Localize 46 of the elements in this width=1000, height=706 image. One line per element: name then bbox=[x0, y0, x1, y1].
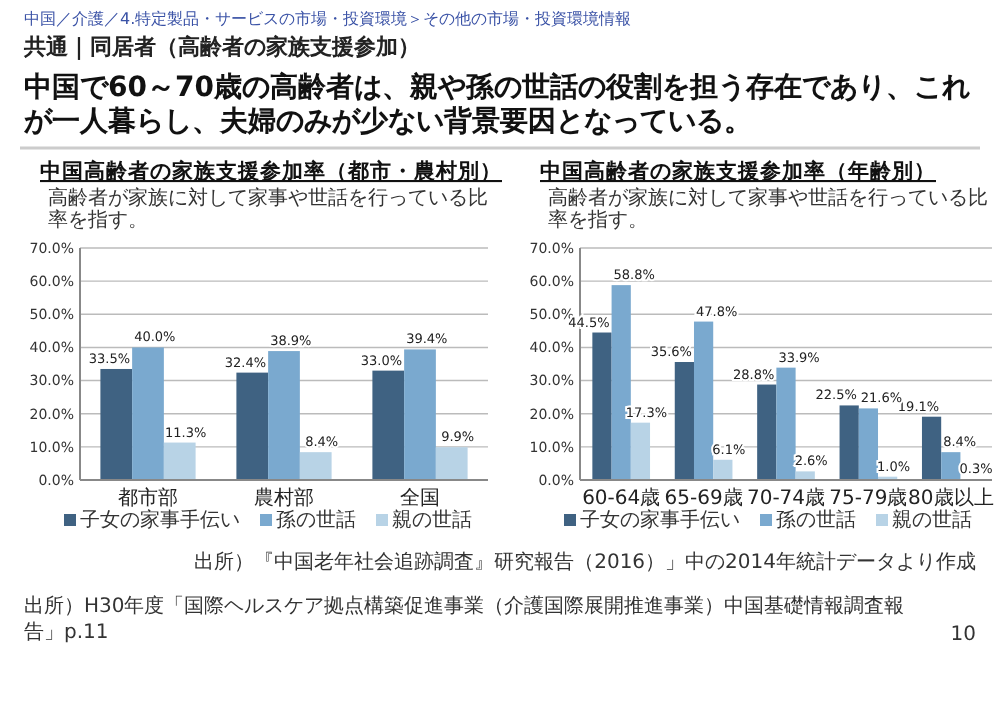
x-tick-label: 60-64歳 bbox=[582, 486, 661, 510]
text: 10 bbox=[950, 624, 976, 646]
bar bbox=[941, 452, 961, 480]
bar bbox=[611, 285, 631, 480]
x-tick-label: 75-79歳 bbox=[829, 486, 908, 510]
bar bbox=[372, 370, 405, 480]
text: 出所）『中国老年社会追跡調査』研究報告（2016）」中の2014年統計データより作成 bbox=[194, 550, 976, 574]
bar bbox=[299, 452, 332, 480]
bar bbox=[839, 405, 859, 480]
x-tick-label: 全国 bbox=[400, 486, 440, 510]
legend-label: 親の世話 bbox=[892, 508, 972, 532]
x-tick-label: 65-69歳 bbox=[664, 486, 743, 510]
x-tick-label: 都市部 bbox=[118, 486, 178, 510]
legend-label: 子女の家事手伝い bbox=[580, 508, 740, 532]
bar bbox=[757, 384, 777, 480]
bar bbox=[592, 332, 612, 480]
bar bbox=[404, 349, 436, 480]
bar bbox=[921, 416, 942, 480]
legend-label: 親の世話 bbox=[392, 508, 472, 532]
x-tick-label: 農村部 bbox=[254, 486, 314, 510]
x-tick-label: 80歳以上 bbox=[908, 486, 994, 510]
bar bbox=[776, 367, 796, 480]
bar bbox=[795, 471, 815, 480]
text: 中国／介護／4.特定製品・サービスの市場・投資環境＞その他の市場・投資環境情報 bbox=[24, 10, 632, 28]
x-tick-label: 70-74歳 bbox=[746, 486, 826, 510]
text: 出所）H30年度「国際ヘルスケア拠点構築促進事業（介護国際展開推進事業）中国基礎情報調査報告」p.11 bbox=[24, 594, 905, 644]
chart-title: 中国高齢者の家族支援参加率（都市・農村別） bbox=[40, 158, 502, 184]
text: 共通｜同居者（高齢者の家族支援参加） bbox=[22, 34, 420, 60]
bar bbox=[435, 447, 468, 480]
legend-label: 孫の世話 bbox=[276, 508, 356, 532]
bar bbox=[713, 459, 733, 480]
bar bbox=[268, 351, 300, 480]
bar bbox=[132, 347, 164, 480]
legend-label: 孫の世話 bbox=[776, 508, 856, 532]
chart-subtitle: 高齢者が家族に対して家事や世話を行っている比率を指す。 bbox=[548, 186, 988, 232]
bar bbox=[630, 422, 651, 480]
text: 中国で60～70歳の高齢者は、親や孫の世話の役割を担う存在であり、これが一人暮らし、夫婦のみが少ない背景要因となっている。 bbox=[22, 70, 970, 138]
bar bbox=[163, 442, 196, 480]
bar bbox=[236, 372, 269, 480]
bar bbox=[858, 408, 879, 480]
chart-title: 中国高齢者の家族支援参加率（年齢別） bbox=[540, 158, 936, 184]
bar bbox=[693, 321, 714, 480]
chart-subtitle: 高齢者が家族に対して家事や世話を行っている比率を指す。 bbox=[48, 186, 488, 232]
legend-label: 子女の家事手伝い bbox=[80, 508, 240, 532]
bar bbox=[100, 368, 133, 480]
bar bbox=[674, 362, 694, 480]
